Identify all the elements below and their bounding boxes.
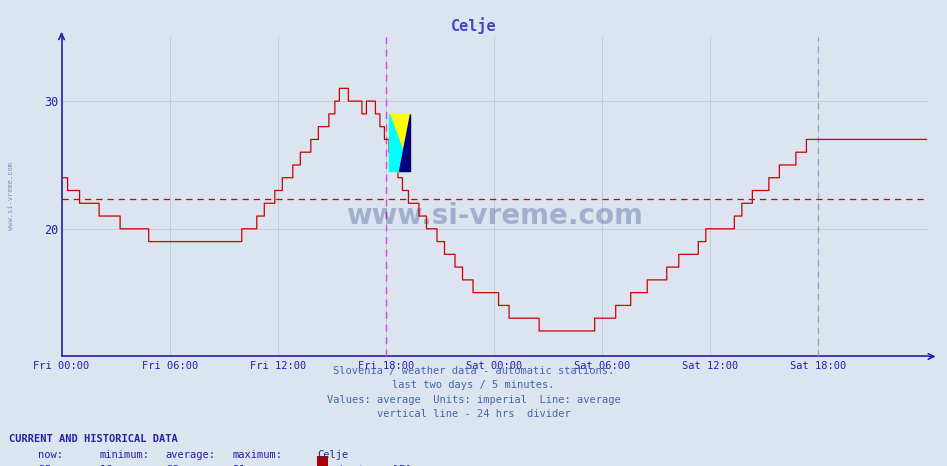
Text: vertical line - 24 hrs  divider: vertical line - 24 hrs divider [377, 409, 570, 419]
Text: Values: average  Units: imperial  Line: average: Values: average Units: imperial Line: av… [327, 395, 620, 404]
Polygon shape [389, 114, 410, 171]
Text: air temp.[F]: air temp.[F] [331, 465, 412, 466]
Text: 25: 25 [38, 465, 51, 466]
Text: 16: 16 [99, 465, 113, 466]
Text: last two days / 5 minutes.: last two days / 5 minutes. [392, 380, 555, 390]
Bar [389, 114, 410, 171]
Text: CURRENT AND HISTORICAL DATA: CURRENT AND HISTORICAL DATA [9, 434, 178, 444]
Polygon shape [400, 114, 410, 171]
Text: 31: 31 [232, 465, 245, 466]
Text: Celje: Celje [317, 450, 348, 459]
Text: www.si-vreme.com: www.si-vreme.com [347, 202, 643, 230]
Text: maximum:: maximum: [232, 450, 282, 459]
Text: average:: average: [166, 450, 216, 459]
Text: Celje: Celje [451, 17, 496, 34]
Text: 22: 22 [166, 465, 179, 466]
Text: Slovenia / weather data - automatic stations.: Slovenia / weather data - automatic stat… [333, 366, 614, 376]
Text: minimum:: minimum: [99, 450, 150, 459]
Text: www.si-vreme.com: www.si-vreme.com [9, 162, 14, 230]
Text: now:: now: [38, 450, 63, 459]
